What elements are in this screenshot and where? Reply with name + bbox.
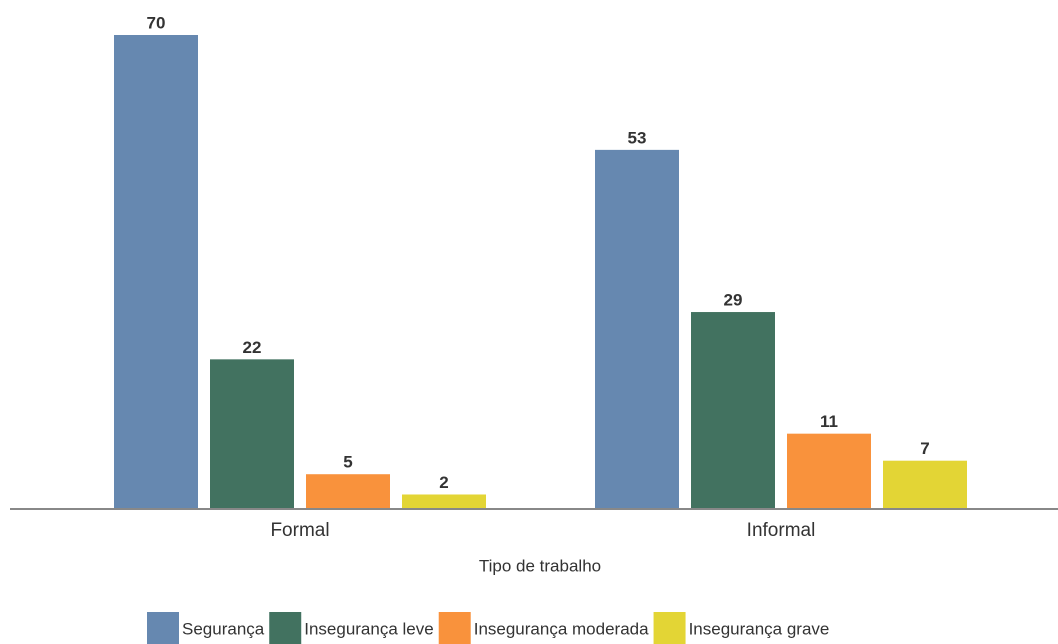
data-label: 53: [628, 128, 647, 147]
x-tick-label: Formal: [270, 520, 329, 541]
legend-label: Insegurança leve: [304, 619, 433, 638]
x-tick-label: Informal: [747, 520, 816, 541]
data-label: 2: [439, 473, 448, 492]
data-label: 70: [147, 13, 166, 32]
legend-label: Insegurança moderada: [474, 619, 649, 638]
bar: [306, 474, 390, 508]
legend-swatch: [147, 612, 179, 644]
legend-label: Segurança: [182, 619, 265, 638]
bar: [595, 149, 679, 508]
bar: [691, 312, 775, 508]
legend-swatch: [653, 612, 686, 644]
legend-label: Insegurança grave: [689, 619, 830, 638]
bar: [114, 35, 198, 508]
data-label: 7: [920, 439, 929, 458]
legend-swatch: [269, 612, 302, 644]
bar: [402, 494, 486, 508]
data-label: 22: [243, 338, 262, 357]
data-label: 11: [820, 412, 838, 431]
bar: [883, 460, 967, 508]
legend-swatch: [438, 612, 471, 644]
bar: [787, 433, 871, 508]
data-label: 5: [343, 453, 352, 472]
data-label: 29: [724, 291, 743, 310]
x-axis-title: Tipo de trabalho: [479, 556, 601, 575]
bar: [210, 359, 294, 508]
